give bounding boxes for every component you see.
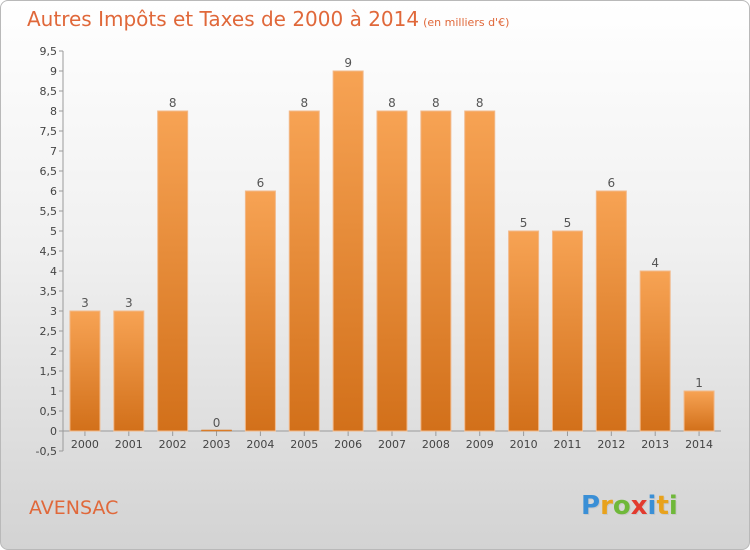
- y-axis: -0,5 0 0,5 1 1,5 2 2,5 3 3,5 4 4,5 5 5,5 6 6,5 7 7,5 8 8,5…: [36, 45, 64, 458]
- logo-letter: i: [647, 491, 657, 521]
- bar: [201, 429, 232, 432]
- chart-title: Autres Impôts et Taxes de 2000 à 2014 (en…: [27, 7, 509, 31]
- x-tick-label: 2001: [115, 438, 143, 451]
- logo-letter: x: [630, 491, 648, 521]
- data-label: 8: [300, 96, 308, 110]
- y-tick-label: 2,5: [40, 325, 58, 338]
- x-tick-label: 2012: [597, 438, 625, 451]
- place-name: AVENSAC: [29, 497, 119, 519]
- y-tick-label: 4,5: [40, 245, 58, 258]
- y-tick-label: 8: [50, 105, 57, 118]
- bar: [639, 270, 671, 432]
- y-tick-label: 6,5: [40, 165, 58, 178]
- logo-letter: r: [600, 491, 613, 521]
- data-label: 1: [695, 376, 703, 390]
- y-tick-label: 2: [50, 345, 57, 358]
- y-tick-label: 5,5: [40, 205, 58, 218]
- bar: [113, 310, 145, 432]
- y-tick-label: 3,5: [40, 285, 58, 298]
- y-tick-label: 5: [50, 225, 57, 238]
- data-label: 4: [651, 256, 659, 270]
- y-tick-label: 9: [50, 65, 57, 78]
- x-tick-label: 2010: [510, 438, 538, 451]
- data-label: 3: [81, 296, 89, 310]
- bar: [420, 110, 452, 432]
- x-tick-label: 2002: [159, 438, 187, 451]
- x-tick-label: 2003: [203, 438, 231, 451]
- y-tick-label: 9,5: [40, 45, 58, 58]
- x-tick-label: 2014: [685, 438, 713, 451]
- y-tick-label: 4: [50, 265, 57, 278]
- chart-title-text: Autres Impôts et Taxes de 2000 à 2014: [27, 7, 420, 31]
- bar: [157, 110, 189, 432]
- y-tick-label: 6: [50, 185, 57, 198]
- y-tick-label: 0: [50, 425, 57, 438]
- data-label: 3: [125, 296, 133, 310]
- data-label: 8: [432, 96, 440, 110]
- y-tick-label: 7,5: [40, 125, 58, 138]
- x-tick-label: 2007: [378, 438, 406, 451]
- x-tick-label: 2011: [553, 438, 581, 451]
- logo-letter: o: [612, 491, 631, 521]
- x-tick-label: 2005: [290, 438, 318, 451]
- x-tick-label: 2013: [641, 438, 669, 451]
- y-tick-label: -0,5: [36, 445, 57, 458]
- bar: [551, 230, 583, 432]
- bar: [332, 70, 364, 432]
- data-label: 5: [564, 216, 572, 230]
- y-tick-label: 1,5: [40, 365, 58, 378]
- data-label: 6: [608, 176, 616, 190]
- data-label: 9: [344, 56, 352, 70]
- data-label: 5: [520, 216, 528, 230]
- chart-title-unit: (en milliers d'€): [423, 16, 510, 29]
- y-tick-label: 1: [50, 385, 57, 398]
- bar: [595, 190, 627, 432]
- data-label: 6: [257, 176, 265, 190]
- y-tick-label: 3: [50, 305, 57, 318]
- x-tick-label: 2004: [246, 438, 274, 451]
- bar: [376, 110, 408, 432]
- x-axis: 2000 2001 2002 2003 2004 2005 2006 2007 2008 2009…: [63, 430, 721, 451]
- data-label: 0: [213, 416, 221, 430]
- y-tick-label: 7: [50, 145, 57, 158]
- x-tick-label: 2000: [71, 438, 99, 451]
- x-tick-label: 2009: [466, 438, 494, 451]
- bar: [464, 110, 496, 432]
- bar: [288, 110, 320, 432]
- x-tick-label: 2006: [334, 438, 362, 451]
- y-tick-label: 0,5: [40, 405, 58, 418]
- logo-letter: P: [581, 491, 601, 521]
- x-tick-label: 2008: [422, 438, 450, 451]
- bar: [683, 390, 715, 432]
- value-labels: 3 3 8 0 6 8 9 8 8 8 5 5 6 4 1: [81, 56, 703, 430]
- bars: [69, 70, 715, 432]
- data-label: 8: [388, 96, 396, 110]
- logo-letter: t: [656, 491, 669, 521]
- logo-letter: i: [668, 491, 678, 521]
- data-label: 8: [476, 96, 484, 110]
- proxiti-logo[interactable]: Proxiti: [581, 491, 678, 521]
- bar: [244, 190, 276, 432]
- bar: [69, 310, 101, 432]
- data-label: 8: [169, 96, 177, 110]
- y-tick-label: 8,5: [40, 85, 58, 98]
- bar: [508, 230, 540, 432]
